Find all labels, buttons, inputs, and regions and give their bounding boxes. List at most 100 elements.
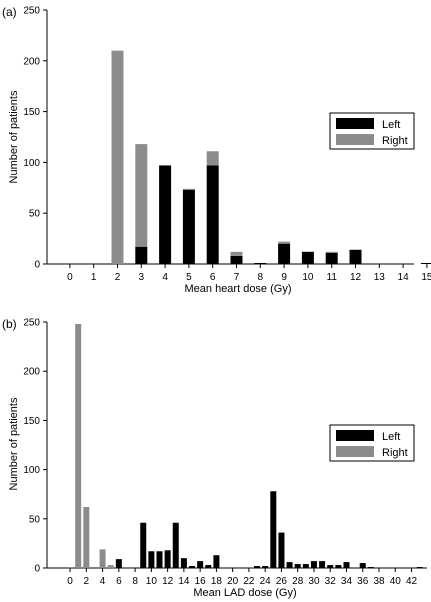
- bar-left-a: [325, 252, 338, 264]
- bar-left-b: [278, 532, 285, 568]
- bar-left-b: [367, 567, 374, 568]
- x-tick-label-b: 42: [406, 576, 418, 587]
- y-tick-label-a: 0: [34, 260, 40, 271]
- x-tick-label-b: 14: [178, 576, 190, 587]
- x-tick-label-b: 34: [341, 576, 353, 587]
- y-tick-label-a: 200: [23, 56, 40, 67]
- legend-swatch-left-b: [336, 430, 374, 441]
- x-axis-label-a: Mean heart dose (Gy): [185, 283, 292, 295]
- panel-label-b: (b): [2, 317, 17, 331]
- bar-left-b: [327, 565, 334, 568]
- x-tick-label-b: 16: [195, 576, 207, 587]
- x-tick-label-a: 10: [302, 272, 314, 283]
- legend-swatch-right-b: [336, 446, 374, 457]
- bar-left-b: [294, 564, 301, 568]
- legend-label-left-a: Left: [382, 119, 400, 131]
- chart-panel-a: (a) Number of patients Mean heart dose (…: [2, 5, 431, 295]
- legend-label-left-b: Left: [382, 431, 400, 443]
- y-tick-label-b: 250: [23, 318, 40, 329]
- bar-left-b: [213, 555, 220, 568]
- x-tick-label-b: 22: [243, 576, 255, 587]
- legend-swatch-right-a: [336, 134, 374, 145]
- y-tick-label-b: 0: [34, 564, 40, 575]
- bar-left-b: [172, 522, 179, 568]
- x-tick-label-b: 0: [67, 576, 73, 587]
- x-tick-label-b: 26: [276, 576, 288, 587]
- x-tick-label-a: 11: [327, 272, 338, 283]
- bar-right-b: [107, 565, 114, 568]
- x-tick-label-b: 6: [116, 576, 122, 587]
- legend-swatch-left-a: [336, 118, 374, 129]
- x-tick-label-b: 2: [84, 576, 90, 587]
- bar-left-b: [156, 551, 163, 568]
- chart-panel-b: (b) Number of patients Mean LAD dose (Gy…: [2, 317, 427, 599]
- bar-right-a: [135, 144, 148, 247]
- panel-label-a: (a): [2, 5, 17, 19]
- x-tick-label-a: 4: [162, 272, 168, 283]
- x-tick-label-b: 32: [325, 576, 337, 587]
- bar-left-b: [310, 561, 317, 568]
- bar-right-b: [75, 323, 82, 568]
- x-tick-label-b: 8: [132, 576, 138, 587]
- y-axis-label-a: Number of patients: [8, 90, 20, 183]
- bar-left-a: [135, 246, 148, 264]
- bar-left-b: [197, 561, 204, 568]
- x-tick-label-a: 14: [398, 272, 410, 283]
- y-tick-label-b: 100: [23, 465, 40, 476]
- x-tick-label-a: 3: [139, 272, 145, 283]
- bar-right-b: [67, 567, 74, 568]
- bar-left-b: [416, 567, 423, 568]
- y-tick-label-b: 50: [29, 514, 41, 525]
- bar-left-b: [189, 566, 196, 568]
- x-tick-label-b: 10: [146, 576, 158, 587]
- x-tick-label-a: 2: [115, 272, 121, 283]
- bar-left-b: [286, 562, 293, 568]
- x-tick-label-b: 4: [100, 576, 106, 587]
- bar-left-b: [302, 564, 309, 568]
- x-tick-label-b: 24: [260, 576, 272, 587]
- bar-left-a: [254, 262, 267, 264]
- bar-left-a: [182, 189, 195, 264]
- bar-right-a: [206, 151, 219, 166]
- x-tick-label-b: 30: [308, 576, 320, 587]
- y-tick-label-a: 150: [23, 107, 40, 118]
- bar-right-a: [278, 241, 291, 244]
- bar-left-b: [319, 561, 326, 568]
- bar-left-a: [349, 249, 362, 264]
- x-tick-label-a: 1: [91, 272, 97, 283]
- y-tick-label-b: 150: [23, 416, 40, 427]
- bar-left-b: [164, 550, 171, 568]
- bar-right-b: [83, 506, 90, 568]
- bar-left-b: [148, 551, 155, 568]
- bar-left-a: [278, 243, 291, 264]
- x-tick-label-a: 5: [186, 272, 192, 283]
- bar-right-a: [111, 50, 124, 264]
- bar-left-a: [420, 262, 431, 264]
- x-tick-label-b: 20: [227, 576, 239, 587]
- x-tick-label-a: 7: [234, 272, 240, 283]
- y-tick-label-a: 250: [23, 6, 40, 17]
- bar-left-b: [205, 565, 212, 568]
- bar-left-a: [159, 165, 172, 264]
- x-tick-label-b: 18: [211, 576, 223, 587]
- legend-label-right-b: Right: [382, 447, 408, 459]
- y-tick-label-a: 50: [29, 209, 41, 220]
- y-tick-label-b: 200: [23, 367, 40, 378]
- x-tick-label-b: 28: [292, 576, 304, 587]
- x-tick-label-a: 15: [421, 272, 431, 283]
- x-tick-label-a: 8: [258, 272, 264, 283]
- bar-left-a: [206, 165, 219, 264]
- bar-left-b: [115, 559, 122, 568]
- x-tick-label-a: 13: [374, 272, 386, 283]
- legend-b: Left Right: [329, 424, 415, 462]
- x-tick-label-b: 36: [357, 576, 369, 587]
- x-tick-label-a: 0: [67, 272, 73, 283]
- bar-left-b: [359, 563, 366, 568]
- x-tick-label-b: 38: [373, 576, 385, 587]
- y-tick-label-a: 100: [23, 158, 40, 169]
- bar-left-a: [230, 255, 243, 264]
- x-tick-label-a: 12: [350, 272, 362, 283]
- bar-left-a: [301, 251, 314, 264]
